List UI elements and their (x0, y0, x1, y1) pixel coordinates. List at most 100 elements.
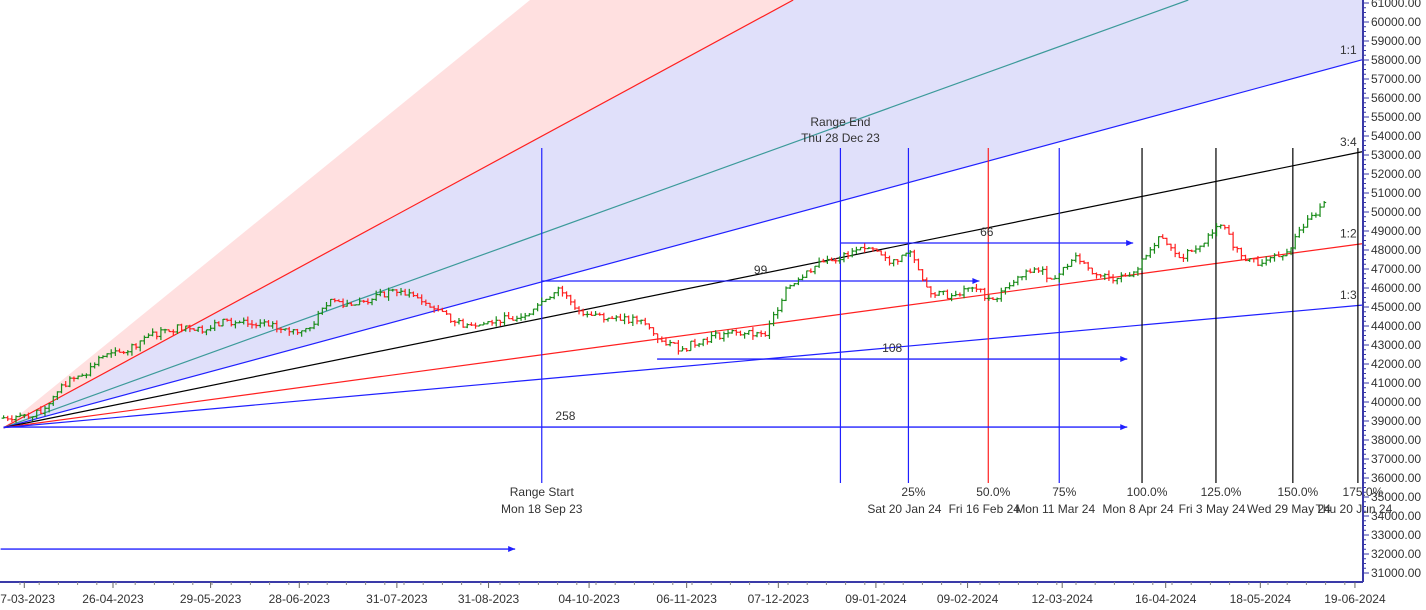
ohlc-bar (307, 327, 312, 332)
ohlc-bar (67, 376, 72, 388)
ohlc-bar (47, 402, 52, 413)
ohlc-bar (891, 259, 896, 267)
ohlc-bar (572, 299, 577, 310)
ohlc-bar (585, 311, 590, 318)
ohlc-bar (129, 343, 134, 356)
ohlc-bar (933, 292, 938, 298)
ohlc-bar (581, 308, 586, 317)
ohlc-bar (1185, 248, 1190, 262)
ohlc-bar (655, 333, 660, 344)
ohlc-bar (1152, 242, 1157, 254)
ohlc-bar (80, 373, 85, 377)
ohlc-bar (266, 320, 271, 327)
ohlc-bar (374, 290, 379, 301)
ohlc-bar (142, 335, 147, 345)
count-arrows: 258 99 66 108 (0, 225, 1134, 553)
y-tick-label: 33000.00 (1371, 528, 1421, 542)
ohlc-bar (88, 362, 93, 377)
ohlc-bar (808, 268, 813, 274)
ohlc-bar (643, 317, 648, 326)
ohlc-bar (34, 409, 39, 419)
x-tick-label: 27-03-2023 (0, 592, 55, 606)
ohlc-bar (249, 320, 254, 329)
ohlc-bar (1222, 224, 1227, 230)
projection-pct: 25% (901, 485, 925, 499)
ohlc-bar (22, 413, 27, 419)
projection-date: Sat 20 Jan 24 (867, 502, 941, 516)
ohlc-bar (730, 329, 735, 334)
ohlc-bar (1169, 243, 1174, 251)
count-label: 258 (555, 409, 575, 423)
fan-line-1-3 (3, 304, 1363, 429)
ohlc-bar (514, 315, 519, 322)
ohlc-bar (506, 311, 511, 320)
y-tick-label: 61000.00 (1371, 0, 1421, 10)
projection-pct: 50.0% (976, 485, 1010, 499)
ohlc-bar (920, 269, 925, 282)
ohlc-bar (1053, 275, 1058, 280)
x-tick-label: 09-01-2024 (845, 592, 907, 606)
x-tick-label: 31-08-2023 (458, 592, 520, 606)
ohlc-bar (370, 298, 375, 306)
ohlc-bar (245, 316, 250, 327)
ohlc-bar (870, 246, 875, 252)
ohlc-bar (1061, 266, 1066, 276)
ohlc-bar (1069, 259, 1074, 268)
y-tick-label: 48000.00 (1371, 243, 1421, 257)
ohlc-bar (1309, 212, 1314, 220)
ohlc-bar (995, 297, 1000, 303)
ohlc-bar (1318, 203, 1323, 218)
ohlc-bar (221, 318, 226, 327)
y-tick-label: 51000.00 (1371, 186, 1421, 200)
ohlc-bar (76, 375, 81, 380)
ohlc-bar (179, 323, 184, 333)
ohlc-bar (481, 321, 486, 326)
ohlc-bar (991, 297, 996, 301)
ohlc-bar (291, 329, 296, 335)
ohlc-bar (1036, 267, 1041, 273)
y-tick-label: 58000.00 (1371, 53, 1421, 67)
ohlc-bar (1131, 271, 1136, 278)
ohlc-bar (26, 412, 31, 420)
ohlc-bar (394, 289, 399, 297)
ohlc-bar (568, 294, 573, 306)
x-tick-label: 09-02-2024 (937, 592, 999, 606)
ohlc-bar (531, 308, 536, 316)
y-tick-label: 32000.00 (1371, 547, 1421, 561)
y-tick-label: 60000.00 (1371, 15, 1421, 29)
ohlc-bar (316, 310, 321, 326)
x-tick-label: 31-07-2023 (366, 592, 428, 606)
ohlc-bar (866, 246, 871, 250)
ohlc-bar (278, 327, 283, 334)
ohlc-bar (328, 298, 333, 307)
ohlc-bar (841, 252, 846, 263)
price-axis[interactable]: 31000.00 32000.00 33000.00 34000.00 35000.00… (1362, 0, 1421, 582)
fan-line-3-4 (3, 151, 1363, 429)
y-tick-label: 38000.00 (1371, 433, 1421, 447)
ohlc-bar (759, 330, 764, 337)
y-tick-label: 43000.00 (1371, 338, 1421, 352)
fan-label: 1:1 (1340, 43, 1357, 57)
ohlc-bar (1007, 282, 1012, 290)
ohlc-bar (833, 257, 838, 264)
ohlc-bar (287, 326, 292, 336)
ohlc-bar (502, 312, 507, 326)
x-tick-label: 26-04-2023 (82, 592, 144, 606)
ohlc-bar (345, 299, 350, 307)
ohlc-bar (109, 349, 114, 358)
y-tick-label: 40000.00 (1371, 395, 1421, 409)
ohlc-bar (365, 298, 370, 305)
ohlc-bar (92, 362, 97, 369)
ohlc-bar (477, 324, 482, 327)
y-tick-label: 52000.00 (1371, 167, 1421, 181)
ohlc-bar (962, 285, 967, 299)
date-axis[interactable]: 27-03-2023 26-04-2023 29-05-2023 28-06-2023… (0, 581, 1386, 606)
ohlc-bar (750, 327, 755, 340)
ohlc-bar (1111, 274, 1116, 284)
arrow-head-icon (1120, 424, 1128, 431)
ohlc-bar (1082, 260, 1087, 264)
fan-label: 3:4 (1340, 135, 1357, 149)
ohlc-bar (1202, 242, 1207, 248)
ohlc-bar (957, 292, 962, 297)
